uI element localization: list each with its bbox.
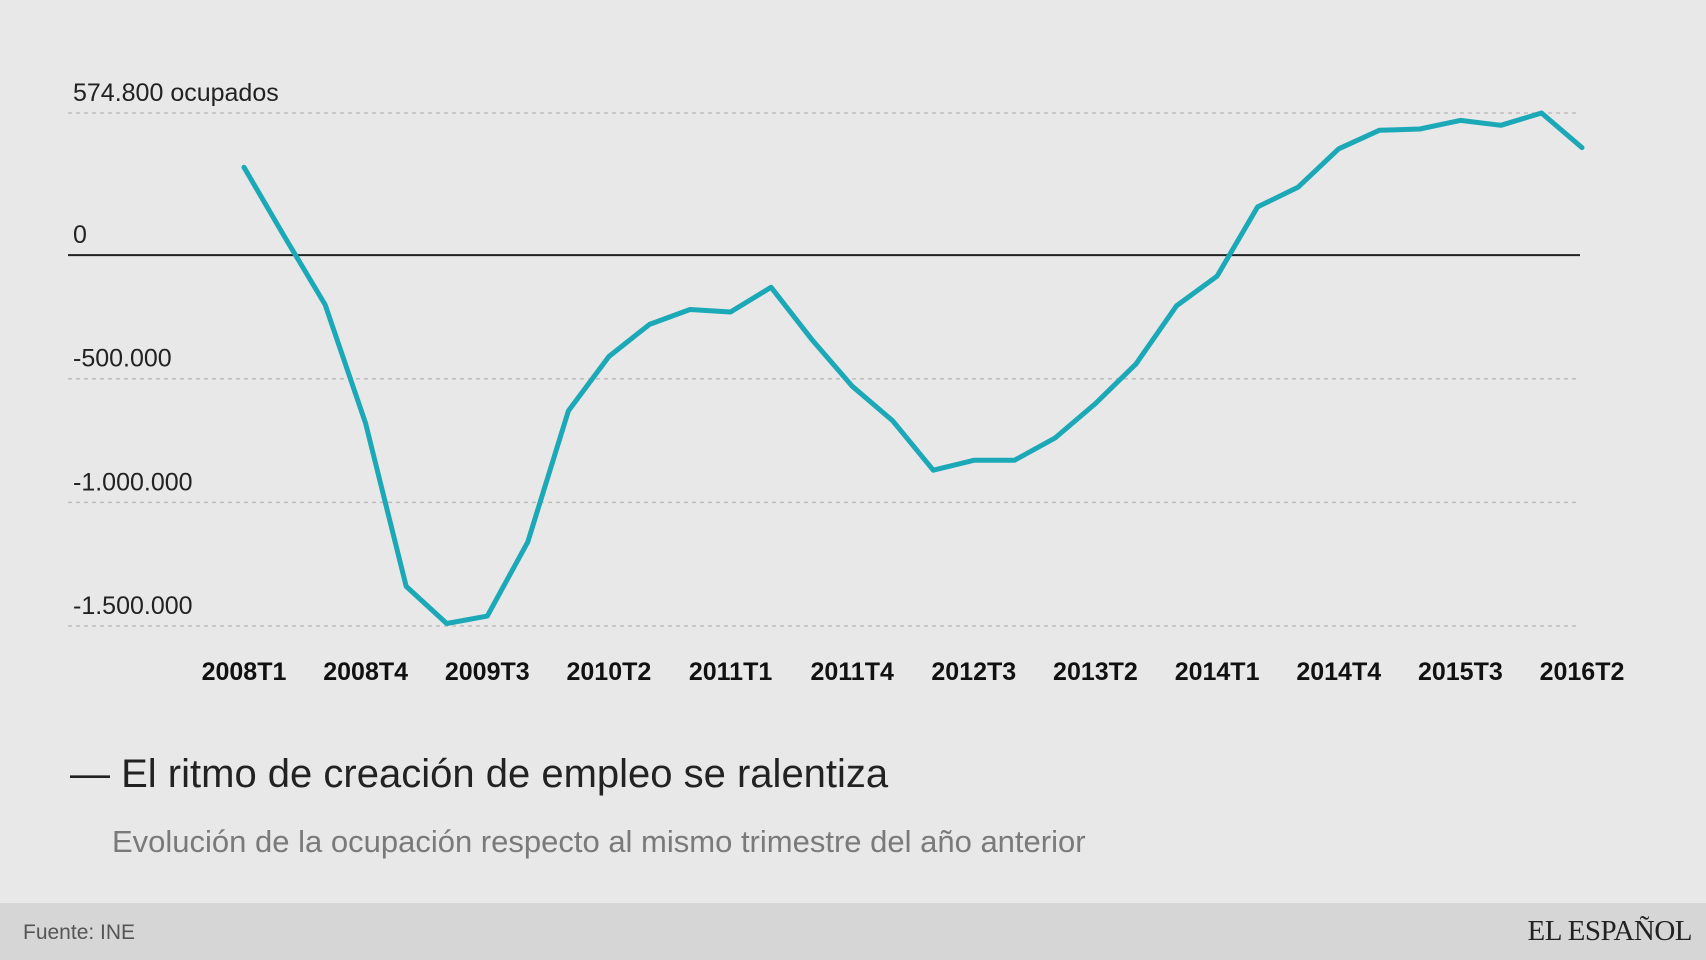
chart-title: — El ritmo de creación de empleo se rale… (70, 752, 889, 796)
chart-subtitle: Evolución de la ocupación respecto al mi… (112, 824, 1086, 859)
source-note: Fuente: INE (23, 921, 136, 944)
y-tick-label: -1.500.000 (73, 592, 193, 620)
y-tick-label: 574.800 ocupados (73, 79, 279, 107)
y-axis-labels: 574.800 ocupados 0 -500.000 -1.000.000 -1.50… (73, 79, 279, 620)
x-tick-label: 2009T3 (445, 658, 530, 686)
x-axis-labels: 2008T1 2008T4 2009T3 2010T2 2011T1 2011T4 2012… (202, 658, 1625, 686)
chart-gridlines (68, 112, 1580, 627)
chart-series (241, 110, 1585, 626)
x-tick-label: 2011T1 (689, 658, 773, 686)
x-tick-label: 2011T4 (810, 658, 894, 686)
x-tick-label: 2008T1 (202, 658, 287, 686)
x-tick-label: 2010T2 (567, 658, 652, 686)
x-tick-label: 2014T4 (1296, 658, 1381, 686)
x-tick-label: 2014T1 (1175, 658, 1260, 686)
y-tick-label: -500.000 (73, 345, 172, 373)
series-line (241, 110, 1585, 626)
x-tick-label: 2012T3 (931, 658, 1016, 686)
x-tick-label: 2015T3 (1418, 658, 1503, 686)
x-tick-label: 2016T2 (1540, 658, 1625, 686)
publisher-logo: EL ESPAÑOL (1527, 915, 1693, 947)
x-tick-label: 2013T2 (1053, 658, 1138, 686)
line-chart: 574.800 ocupados 0 -500.000 -1.000.000 -1.50… (68, 79, 1625, 686)
y-tick-label: -1.000.000 (73, 468, 193, 496)
x-tick-label: 2008T4 (323, 658, 408, 686)
footer-bar: Fuente: INE EL ESPAÑOL (0, 903, 1706, 960)
y-tick-label: 0 (73, 221, 87, 249)
chart-title-text: El ritmo de creación de empleo se ralent… (121, 752, 889, 796)
